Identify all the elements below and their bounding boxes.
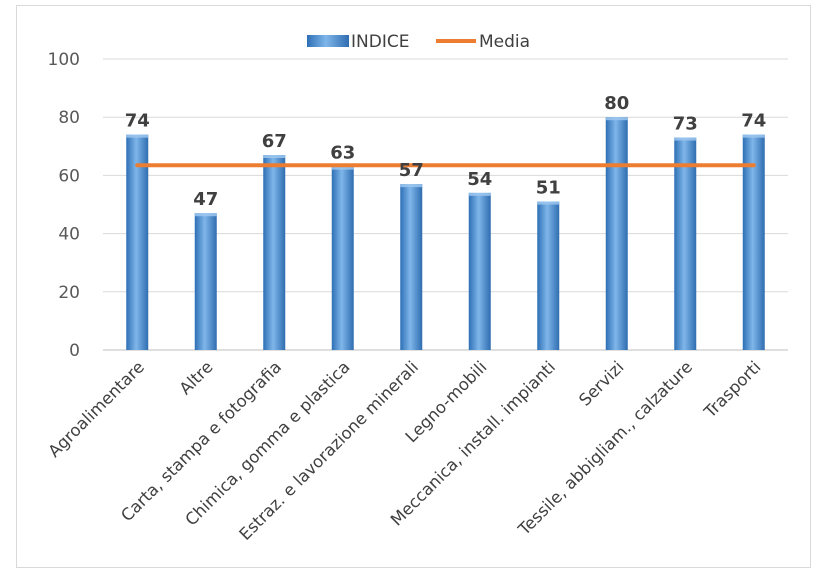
- bar: [400, 184, 423, 350]
- x-tick-label: Servizi: [575, 357, 627, 409]
- gridlines: [103, 58, 788, 351]
- legend-label-indice: INDICE: [351, 32, 409, 52]
- bar: [468, 192, 491, 350]
- legend-label-media: Media: [479, 32, 530, 52]
- bar-cap: [742, 134, 765, 138]
- data-label: 47: [193, 189, 218, 210]
- data-label: 73: [673, 114, 698, 135]
- data-label: 57: [399, 160, 424, 181]
- y-tick-label: 60: [58, 166, 80, 186]
- bar: [674, 137, 697, 350]
- data-label: 74: [125, 111, 150, 132]
- bar-cap: [537, 201, 560, 205]
- data-label: 63: [330, 143, 355, 164]
- bar: [331, 166, 354, 350]
- bar-cap: [331, 166, 354, 170]
- x-tick-label: Altre: [176, 357, 217, 398]
- bar-cap: [263, 155, 286, 159]
- x-tick-label: Trasporti: [700, 357, 765, 422]
- legend: INDICE Media: [307, 32, 530, 52]
- y-tick-label: 0: [69, 341, 80, 361]
- bar-cap: [674, 137, 697, 141]
- data-label: 80: [604, 93, 629, 114]
- bar-cap: [400, 184, 423, 188]
- y-tick-label: 80: [58, 108, 80, 128]
- bar-cap: [194, 213, 217, 217]
- x-tick-label: Agroalimentare: [45, 357, 149, 461]
- bar: [537, 201, 560, 350]
- bar: [605, 117, 628, 350]
- y-tick-label: 100: [48, 50, 80, 70]
- bar: [742, 134, 765, 350]
- bars: [126, 117, 765, 350]
- data-label: 67: [262, 131, 287, 152]
- y-tick-label: 20: [58, 283, 80, 303]
- data-label: 51: [536, 178, 561, 199]
- bar: [194, 213, 217, 350]
- bar-cap: [126, 134, 149, 138]
- y-axis-ticks: 0 20 40 60 80 100: [48, 50, 80, 361]
- bar-cap: [605, 117, 628, 121]
- data-label: 54: [467, 169, 492, 190]
- bar-cap: [468, 192, 491, 196]
- legend-swatch-indice: [307, 35, 349, 47]
- y-tick-label: 40: [58, 225, 80, 245]
- data-label: 74: [741, 111, 766, 132]
- data-labels: 74 47 67 63 57 54 51 80 73 74: [125, 93, 767, 210]
- bar: [126, 134, 149, 350]
- bar: [263, 155, 286, 350]
